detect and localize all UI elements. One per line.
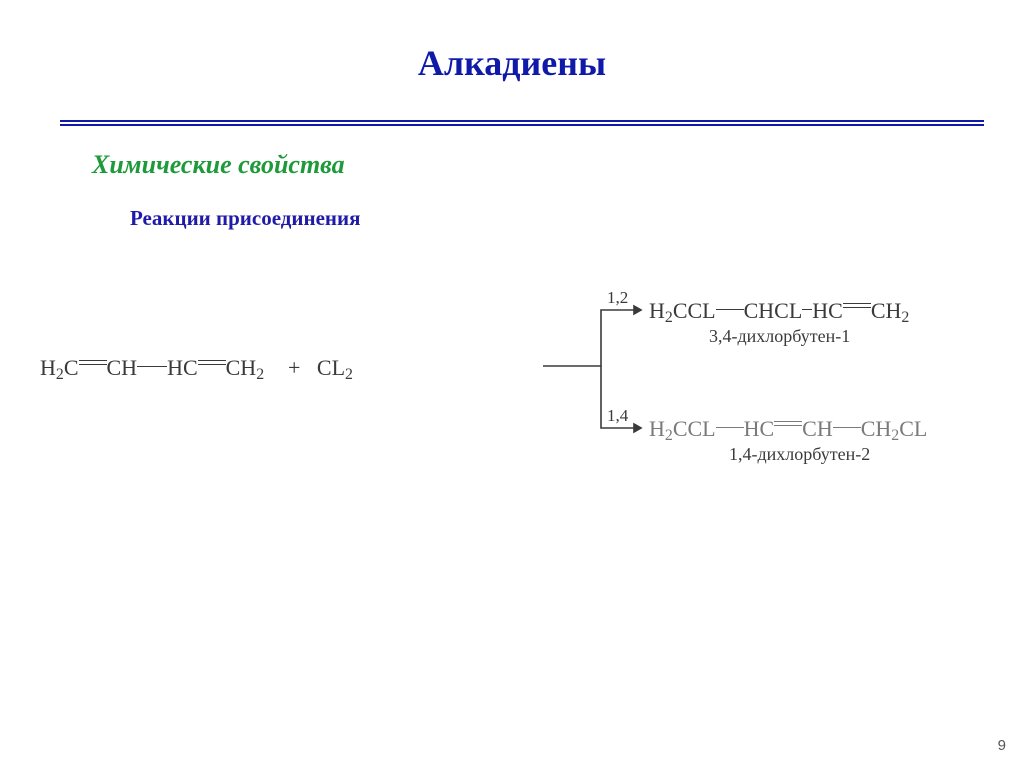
subsection-heading: Реакции присоединения (130, 206, 360, 231)
product-2-formula: H2CCLHCCHCH2CL (649, 416, 927, 445)
product-1-formula: H2CCLCHCLHCCH2 (649, 298, 909, 327)
branch-label-1-2: 1,2 (607, 288, 628, 308)
branch-label-1-4: 1,4 (607, 406, 628, 426)
page-title: Алкадиены (0, 42, 1024, 84)
product-1-name: 3,4-дихлорбутен-1 (709, 326, 850, 347)
section-heading: Химические свойства (92, 150, 345, 180)
reaction-scheme: H2CCHHCCH2 + CL2 1,2 1,4 H2CCLCHCLHCCH2 … (40, 300, 1000, 560)
product-2-name: 1,4-дихлорбутен-2 (729, 444, 870, 465)
title-rule (60, 120, 984, 126)
page-number: 9 (998, 737, 1006, 754)
